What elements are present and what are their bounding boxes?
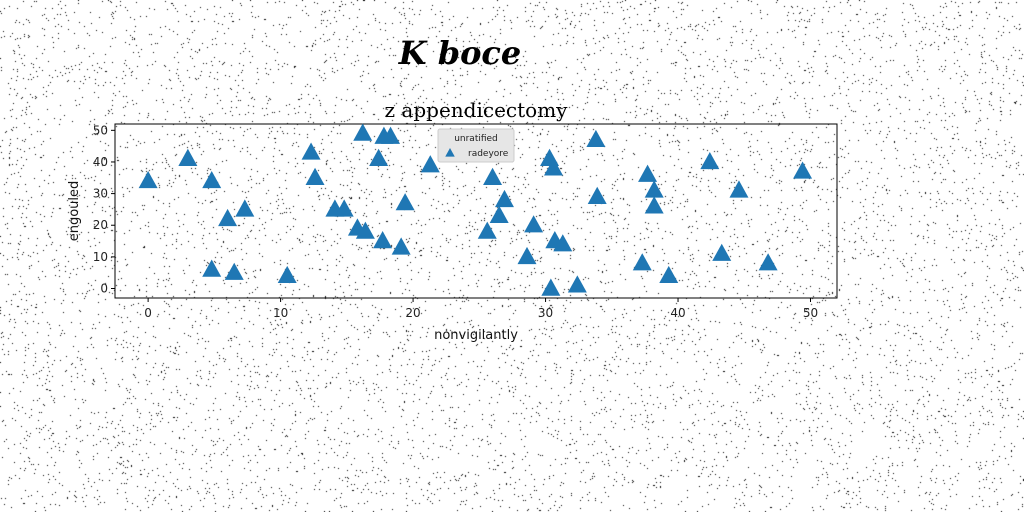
x-tick-label: 50 <box>803 306 818 320</box>
plot-background <box>114 123 838 299</box>
data-point <box>353 123 373 141</box>
data-point <box>712 243 732 261</box>
legend-box <box>437 128 515 163</box>
data-point <box>420 155 440 173</box>
y-tick-label: 40 <box>93 155 108 169</box>
data-point <box>632 253 652 271</box>
data-point <box>334 199 354 217</box>
data-point <box>235 199 255 217</box>
plot-frame <box>114 123 838 299</box>
data-point <box>700 151 720 170</box>
data-point <box>381 126 401 144</box>
y-tick-label: 50 <box>93 123 108 137</box>
x-tick-label: 0 <box>144 306 152 320</box>
y-tick-label: 0 <box>100 282 108 296</box>
data-point <box>659 265 679 284</box>
data-point <box>567 275 587 293</box>
data-point <box>224 262 244 280</box>
legend-marker-triangle-icon <box>445 148 455 157</box>
data-points <box>138 123 813 296</box>
y-tick-label: 30 <box>93 187 108 201</box>
data-point <box>369 148 389 166</box>
data-point <box>524 215 544 233</box>
legend-entry-label: radeyore <box>468 149 509 159</box>
data-point <box>277 265 297 284</box>
data-point <box>517 246 537 265</box>
chart-title: z appendicectomy <box>385 98 569 122</box>
data-point <box>758 253 778 271</box>
legend-title: unratified <box>454 134 498 144</box>
data-point <box>586 129 606 148</box>
figure-suptitle: K boce <box>398 34 522 72</box>
data-point <box>483 167 503 185</box>
data-point <box>301 142 321 160</box>
data-point <box>638 164 658 182</box>
data-point <box>543 158 563 176</box>
data-point <box>644 180 664 198</box>
data-point <box>477 221 497 239</box>
data-point <box>347 218 367 236</box>
data-point <box>541 278 561 296</box>
y-tick-label: 10 <box>93 250 108 264</box>
data-point <box>138 170 158 189</box>
data-point <box>587 186 607 204</box>
data-point <box>489 205 509 223</box>
data-point <box>202 170 222 189</box>
x-axis-ticks: 0 10 20 30 40 50 <box>144 298 818 320</box>
data-point <box>729 180 749 198</box>
data-point <box>305 167 325 185</box>
data-point <box>553 234 573 252</box>
x-tick-label: 10 <box>273 306 288 320</box>
data-point <box>178 148 198 166</box>
y-axis-label: engouled <box>67 181 82 242</box>
y-tick-label: 20 <box>93 218 108 232</box>
data-point <box>644 196 664 214</box>
legend: unratified radeyore <box>437 128 515 163</box>
x-tick-label: 30 <box>538 306 553 320</box>
data-point <box>391 237 411 255</box>
x-tick-label: 20 <box>405 306 420 320</box>
data-point <box>373 231 393 249</box>
x-tick-label: 40 <box>670 306 685 320</box>
data-point <box>793 161 813 179</box>
y-axis-ticks: 0 10 20 30 40 50 <box>93 123 115 296</box>
data-point <box>494 189 514 208</box>
data-point <box>202 259 222 277</box>
data-point <box>218 208 238 227</box>
data-point <box>395 193 415 211</box>
x-axis-label: nonvigilantly <box>434 328 518 343</box>
